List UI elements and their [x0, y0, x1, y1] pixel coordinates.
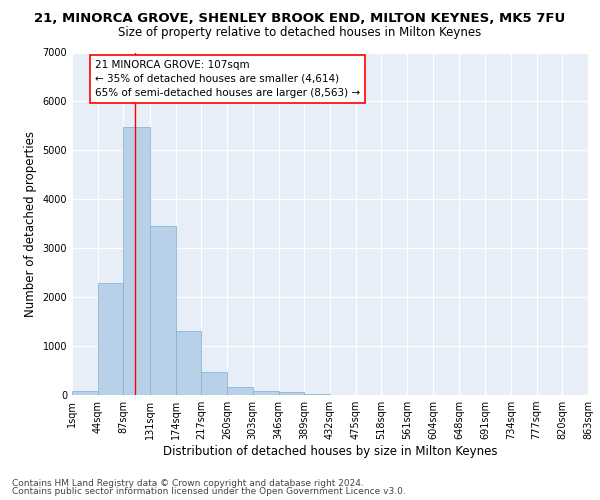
Bar: [124, 127, 150, 395]
Bar: [227, 388, 253, 395]
Bar: [150, 226, 176, 395]
Bar: [201, 372, 227, 395]
Bar: [304, 394, 330, 395]
Text: 21 MINORCA GROVE: 107sqm
← 35% of detached houses are smaller (4,614)
65% of sem: 21 MINORCA GROVE: 107sqm ← 35% of detach…: [95, 60, 360, 98]
X-axis label: Distribution of detached houses by size in Milton Keynes: Distribution of detached houses by size …: [163, 445, 497, 458]
Text: Contains HM Land Registry data © Crown copyright and database right 2024.: Contains HM Land Registry data © Crown c…: [12, 478, 364, 488]
Text: Contains public sector information licensed under the Open Government Licence v3: Contains public sector information licen…: [12, 487, 406, 496]
Text: Size of property relative to detached houses in Milton Keynes: Size of property relative to detached ho…: [118, 26, 482, 39]
Bar: [253, 391, 278, 395]
Bar: [72, 392, 98, 395]
Bar: [98, 284, 124, 395]
Bar: [278, 392, 304, 395]
Bar: [176, 331, 201, 395]
Y-axis label: Number of detached properties: Number of detached properties: [24, 130, 37, 317]
Text: 21, MINORCA GROVE, SHENLEY BROOK END, MILTON KEYNES, MK5 7FU: 21, MINORCA GROVE, SHENLEY BROOK END, MI…: [34, 12, 566, 26]
